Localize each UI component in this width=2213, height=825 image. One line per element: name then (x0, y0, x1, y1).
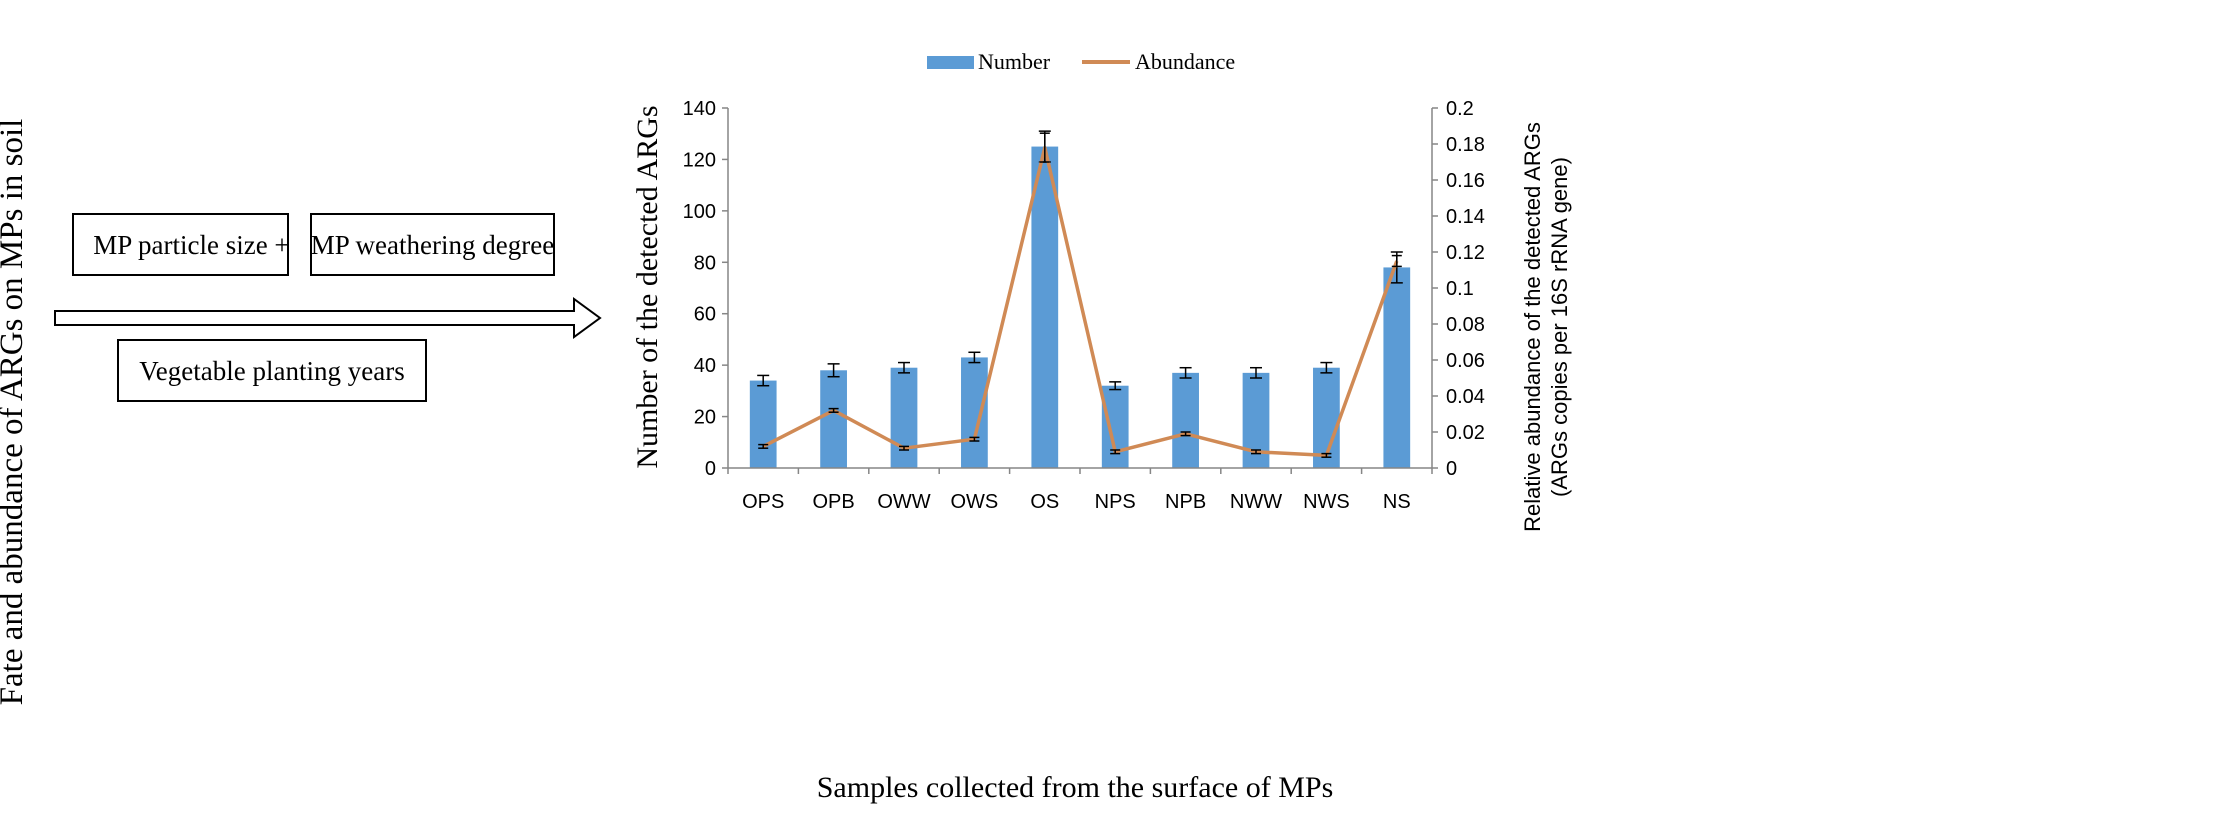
x-tick-label: OS (1030, 491, 1059, 513)
planting-years-box (117, 339, 427, 402)
x-tick-label: NPB (1165, 491, 1206, 513)
particle-size-box (72, 213, 289, 276)
y-tick-label: 120 (683, 149, 716, 171)
x-tick-label: OWW (877, 491, 930, 513)
y-tick-label: 0 (705, 458, 716, 480)
bar (1031, 146, 1059, 469)
x-tick-label: NWW (1230, 491, 1282, 513)
y2-tick-label: 0.2 (1446, 98, 1474, 120)
axes: 0 20 40 60 80 100 120 140 0 0.02 0.04 0.06 0.08 0.1 0.… (683, 98, 1485, 513)
x-tick-label: OPS (742, 491, 784, 513)
planting-years-label: Vegetable planting years (139, 356, 404, 386)
particle-size-label: MP particle size (93, 230, 267, 260)
bar (1172, 372, 1199, 468)
x-tick-label: NS (1383, 491, 1411, 513)
bar (749, 380, 777, 468)
schematic: Fate and abundance of ARGs on MPs in soi… (0, 119, 602, 706)
y-tick-label: 100 (683, 201, 716, 223)
bar (1101, 385, 1129, 468)
legend-number-swatch (927, 56, 974, 69)
abundance-line (762, 145, 1399, 458)
x-tick-label: NWS (1303, 491, 1350, 513)
x-tick-label: NPS (1095, 491, 1136, 513)
bar-series (749, 130, 1411, 469)
legend: Number Abundance (927, 49, 1235, 74)
weathering-degree-box (310, 213, 555, 276)
bar (1383, 267, 1411, 468)
y2-tick-label: 0.14 (1446, 206, 1485, 228)
legend-abundance-label: Abundance (1135, 49, 1235, 74)
bar (890, 367, 918, 468)
y2-tick-label: 0.08 (1446, 314, 1485, 336)
y2-tick-label: 0.18 (1446, 134, 1485, 156)
bar (820, 370, 847, 468)
y2-axis-title-line2: (ARGs copies per 16S rRNA gene) (1547, 157, 1572, 497)
legend-number-label: Number (978, 49, 1051, 74)
arrow-shape (54, 297, 602, 339)
y2-axis-title-line1: Relative abundance of the detected ARGs (1520, 122, 1545, 532)
y-tick-label: 140 (683, 98, 716, 120)
bar (961, 357, 988, 468)
y-tick-label: 60 (694, 304, 716, 326)
side-title: Fate and abundance of ARGs on MPs in soi… (0, 119, 30, 706)
y2-tick-label: 0.12 (1446, 242, 1485, 264)
weathering-degree-label: MP weathering degree (311, 230, 554, 260)
y2-tick-label: 0.16 (1446, 170, 1485, 192)
y-tick-label: 20 (694, 407, 716, 429)
x-tick-label: OPB (812, 491, 854, 513)
plus-sign: + (274, 230, 289, 260)
y-tick-label: 80 (694, 252, 716, 274)
chart: Number Abundance 0 20 40 60 80 100 120 140 0 0.02… (631, 49, 1572, 804)
line-series (758, 132, 1402, 458)
y2-tick-label: 0.02 (1446, 422, 1485, 444)
y-tick-label: 40 (694, 355, 716, 377)
y2-tick-label: 0 (1446, 458, 1457, 480)
y2-tick-label: 0.04 (1446, 386, 1485, 408)
y2-tick-label: 0.1 (1446, 278, 1474, 300)
y2-tick-label: 0.06 (1446, 350, 1485, 372)
x-axis-title: Samples collected from the surface of MP… (817, 771, 1334, 804)
x-tick-label: OWS (951, 491, 999, 513)
y-axis-title: Number of the detected ARGs (631, 105, 664, 468)
